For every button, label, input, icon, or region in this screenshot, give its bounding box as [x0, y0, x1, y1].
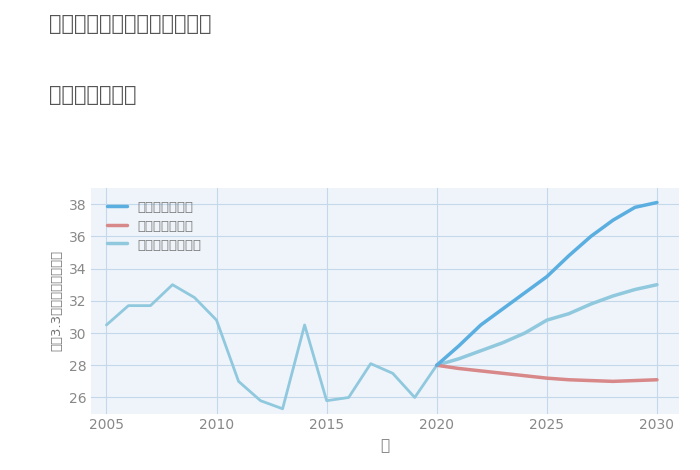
グッドシナリオ [653, 200, 662, 205]
バッドシナリオ [609, 378, 617, 384]
ノーマルシナリオ [631, 287, 639, 292]
グッドシナリオ [521, 290, 529, 296]
Line: ノーマルシナリオ: ノーマルシナリオ [437, 285, 657, 365]
ノーマルシナリオ [477, 348, 485, 353]
バッドシナリオ [454, 366, 463, 371]
Legend: グッドシナリオ, バッドシナリオ, ノーマルシナリオ: グッドシナリオ, バッドシナリオ, ノーマルシナリオ [104, 197, 206, 256]
バッドシナリオ [587, 378, 595, 384]
バッドシナリオ [521, 373, 529, 378]
Line: グッドシナリオ: グッドシナリオ [437, 203, 657, 365]
Y-axis label: 坪（3.3㎡）単価（万円）: 坪（3.3㎡）単価（万円） [50, 250, 63, 352]
バッドシナリオ [498, 370, 507, 376]
ノーマルシナリオ [498, 340, 507, 345]
X-axis label: 年: 年 [380, 438, 390, 453]
Text: 土地の価格推移: 土地の価格推移 [49, 85, 136, 105]
バッドシナリオ [631, 378, 639, 384]
グッドシナリオ [609, 218, 617, 223]
バッドシナリオ [433, 362, 441, 368]
ノーマルシナリオ [587, 301, 595, 307]
Line: バッドシナリオ: バッドシナリオ [437, 365, 657, 381]
ノーマルシナリオ [565, 311, 573, 316]
ノーマルシナリオ [521, 330, 529, 336]
ノーマルシナリオ [542, 317, 551, 323]
グッドシナリオ [477, 322, 485, 328]
グッドシナリオ [542, 274, 551, 280]
ノーマルシナリオ [653, 282, 662, 288]
ノーマルシナリオ [433, 362, 441, 368]
バッドシナリオ [565, 377, 573, 383]
グッドシナリオ [454, 343, 463, 349]
グッドシナリオ [631, 204, 639, 210]
グッドシナリオ [565, 253, 573, 258]
ノーマルシナリオ [454, 356, 463, 361]
グッドシナリオ [498, 306, 507, 312]
ノーマルシナリオ [609, 293, 617, 299]
バッドシナリオ [542, 376, 551, 381]
グッドシナリオ [587, 234, 595, 239]
Text: 埼玉県北葛飾郡杉戸町倉松の: 埼玉県北葛飾郡杉戸町倉松の [49, 14, 211, 34]
バッドシナリオ [477, 368, 485, 374]
バッドシナリオ [653, 377, 662, 383]
グッドシナリオ [433, 362, 441, 368]
